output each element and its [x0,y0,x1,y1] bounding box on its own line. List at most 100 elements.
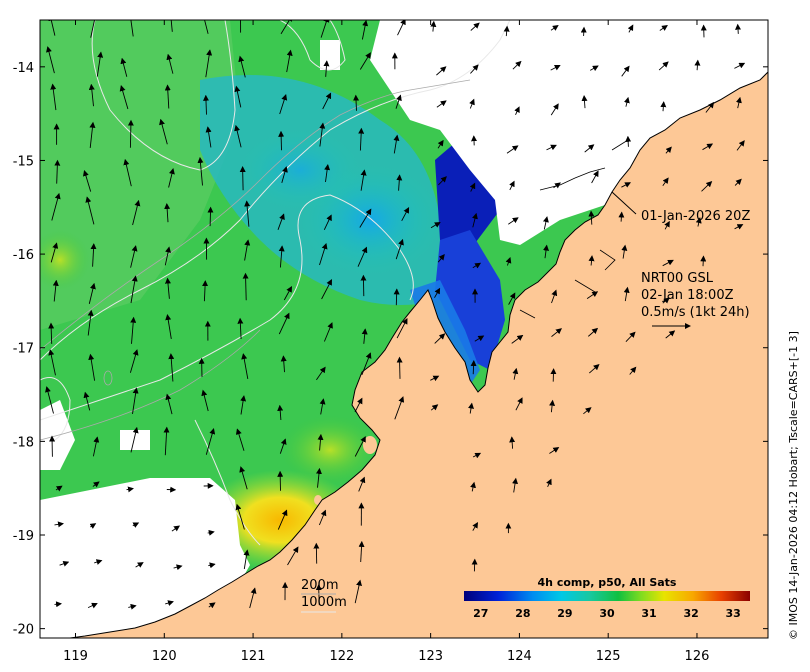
current-arrow [430,375,440,382]
colorbar-title: 4h comp, p50, All Sats [538,576,677,589]
current-arrow [208,602,216,609]
current-arrow [318,509,327,526]
current-arrow [359,208,372,228]
bathymetry-contours [40,20,511,546]
current-arrow [581,95,588,109]
current-arrow [135,562,144,568]
current-arrow [436,100,447,108]
current-arrow [234,124,242,148]
current-arrow [474,335,485,342]
current-arrow [621,65,630,77]
current-arrow [509,436,516,449]
current-arrow [201,389,209,412]
current-arrow [512,477,519,493]
current-arrow [239,466,248,490]
current-arrow [130,316,137,344]
current-arrow [89,523,97,529]
current-arrow [50,242,59,263]
current-arrow [46,46,55,74]
current-arrow [96,51,104,77]
current-arrow [234,85,242,108]
current-arrow [469,98,475,109]
current-arrow [553,182,561,189]
current-arrow [322,92,332,110]
current-arrow [662,177,669,186]
current-arrow [87,602,98,609]
current-arrow [588,255,595,266]
current-arrow [357,246,368,267]
current-arrow [358,540,365,563]
current-arrow [470,22,480,31]
current-arrow [360,169,367,191]
coastline-north-islands [519,139,629,319]
current-arrow [321,279,332,300]
current-arrow [734,62,746,69]
current-arrow [505,256,512,266]
colorbar-tick-label: 29 [557,607,572,620]
current-arrow [546,144,557,151]
current-arrow [315,467,322,488]
current-arrow [705,101,715,113]
current-arrow [319,242,328,266]
sst-warm-patch-2 [280,415,380,485]
current-arrow [395,94,402,109]
current-arrow [164,277,171,299]
current-arrow [589,65,599,72]
plot-frame [39,19,769,639]
current-arrow [359,52,371,70]
current-arrow [394,396,405,420]
current-arrow [48,349,56,376]
current-arrow [164,246,171,266]
current-arrow [277,404,284,421]
current-arrow [48,322,55,344]
current-arrow [235,503,245,530]
x-tick-label: 119 [63,649,88,664]
current-arrow [734,178,742,186]
current-arrow [508,292,516,305]
x-tick-label: 123 [418,649,443,664]
current-arrow [50,83,57,111]
current-arrow [623,286,630,302]
current-arrow [434,287,441,298]
current-arrows [45,20,746,610]
current-arrow [127,119,134,148]
current-arrow [48,20,56,36]
coastline [69,71,768,638]
current-arrow [205,49,213,78]
current-arrow [239,166,246,191]
current-arrow [589,364,600,374]
current-arrow [277,213,285,230]
current-arrow [207,529,215,536]
current-arrow [542,216,549,230]
current-arrow [694,59,701,71]
current-arrow [470,360,477,375]
current-arrow [54,521,64,528]
current-arrow [588,210,595,225]
land-mainland [70,20,768,638]
y-axis: -14 -15 -16 -17 -18 -19 -20 [13,61,768,638]
current-arrow [52,279,59,302]
current-arrow [625,331,636,343]
current-arrow [472,521,479,531]
no-data-patch-1 [120,430,150,450]
current-arrow [92,481,100,488]
current-arrow [235,428,245,451]
sst-cold-strip [435,230,505,370]
current-arrow [503,25,510,37]
current-arrow [159,118,168,145]
current-arrow [88,353,96,381]
current-arrow [201,20,209,34]
current-arrow [202,280,209,302]
current-arrow [173,564,183,571]
current-arrow [397,20,406,36]
current-arrow [83,391,91,411]
colorbar-tick-label: 30 [599,607,615,620]
current-arrow [506,145,519,154]
current-arrow [287,546,299,566]
current-arrow [205,126,212,148]
current-arrow [90,243,97,267]
current-arrow [430,404,439,411]
current-arrow [551,289,558,304]
current-arrow [90,20,96,38]
